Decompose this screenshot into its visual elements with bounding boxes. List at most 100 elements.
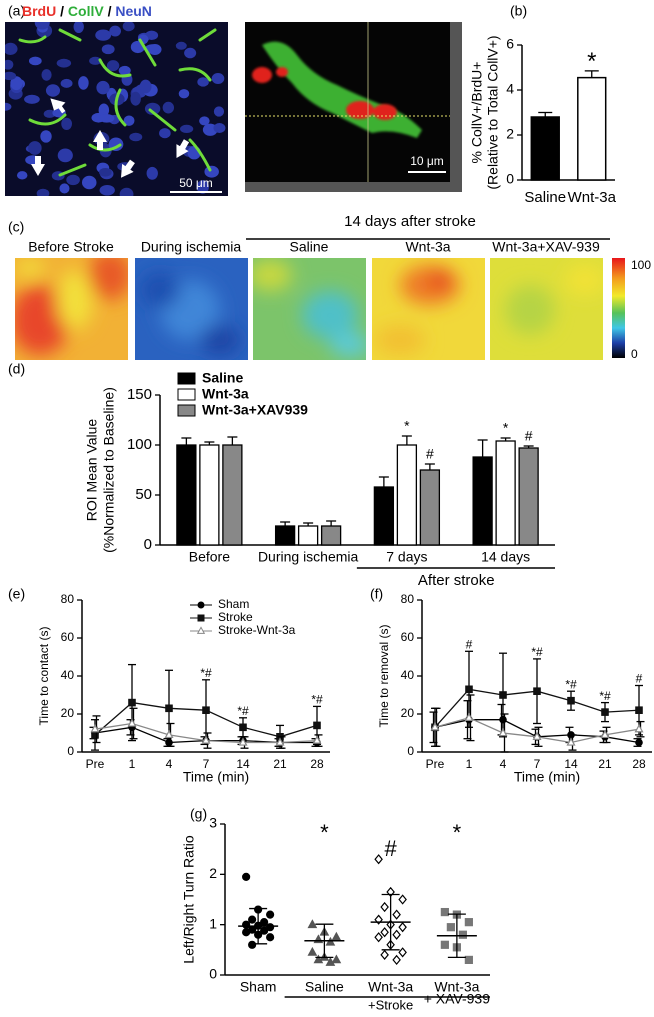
condition-label: Wnt-3a+XAV-939 (492, 239, 600, 255)
colorbar-label: 0 (631, 347, 638, 361)
blob (88, 258, 128, 300)
bar (176, 444, 197, 546)
bar (495, 440, 516, 546)
point (201, 735, 211, 744)
y-axis-label: Left/Right Turn Ratio (181, 835, 197, 964)
nucleus (89, 56, 102, 65)
blob (330, 333, 366, 357)
nucleus (109, 25, 122, 37)
y-tick-label: 3 (209, 815, 217, 831)
legend-label: Stroke (218, 610, 253, 624)
legend-label: Wnt-3a+XAV939 (202, 402, 308, 418)
nucleus (130, 91, 141, 106)
point (499, 691, 507, 699)
point (600, 729, 610, 739)
nucleus (60, 78, 73, 88)
nucleus (211, 73, 225, 85)
cell (252, 67, 272, 83)
bar (396, 444, 418, 546)
heatmap (372, 258, 485, 360)
nucleus (162, 101, 175, 114)
arrow (120, 159, 135, 178)
point (532, 731, 542, 740)
nucleus (28, 56, 42, 66)
nucleus (66, 174, 80, 186)
annotation: * (320, 820, 329, 845)
point (392, 954, 401, 966)
condition-label: Wnt-3a (405, 239, 450, 255)
bar (274, 525, 296, 546)
stain: BrdU (22, 3, 56, 19)
panel-label: (e) (8, 586, 25, 602)
point (634, 724, 644, 733)
y-tick-label: 1 (209, 915, 217, 931)
nucleus (199, 116, 210, 126)
nucleus (118, 65, 131, 76)
blob (302, 291, 358, 339)
cell (276, 67, 288, 77)
point (374, 854, 383, 865)
x-tick-label: 7 (534, 757, 541, 771)
x-tick-label: Wnt-3a (434, 979, 479, 995)
annotation: *# (200, 666, 212, 680)
nucleus (119, 187, 134, 196)
annotation: * (404, 418, 410, 434)
x-tick-label: Saline (305, 979, 344, 995)
group-label: +Stroke (368, 997, 413, 1012)
y-tick-label: 100 (127, 436, 152, 453)
annotation: # (466, 637, 473, 651)
x-tick-label: Pre (86, 757, 105, 771)
legend-swatch (177, 404, 196, 417)
panel-label: (g) (190, 806, 207, 822)
point (248, 915, 257, 924)
nucleus (28, 141, 42, 155)
point (165, 704, 173, 713)
y-tick-label: 4 (506, 81, 514, 97)
blob (57, 270, 93, 330)
y-tick-label: 0 (144, 536, 152, 553)
panel-label: (f) (370, 586, 383, 602)
x-tick-label: 1 (466, 757, 473, 771)
annotation: *# (599, 689, 611, 703)
point (398, 894, 407, 905)
nucleus (56, 58, 72, 68)
x-tick-label: During ischemia (258, 549, 359, 565)
bar (518, 447, 539, 546)
blob (15, 258, 45, 278)
point (331, 954, 342, 964)
x-tick-label: 4 (500, 757, 507, 771)
x-axis-label: Time (min) (514, 769, 580, 785)
nucleus (101, 44, 115, 55)
blob (140, 272, 180, 308)
x-tick-label: 4 (166, 757, 173, 771)
colorbar-label: 100 (631, 258, 651, 272)
y-tick-label: 0 (67, 744, 74, 758)
heatmap (15, 258, 128, 360)
y-tick-label: 150 (127, 386, 152, 403)
nucleus (178, 89, 190, 99)
panel-label: (b) (510, 3, 527, 19)
nucleus (59, 183, 70, 194)
annotation: * (453, 820, 462, 845)
x-axis-label: Time (min) (183, 769, 249, 785)
nucleus (34, 22, 50, 30)
annotation: *# (531, 645, 543, 659)
point (313, 721, 321, 730)
x-tick-label: 14 (236, 757, 250, 771)
nucleus (180, 124, 194, 134)
legend-label: Stroke-Wnt-3a (218, 623, 296, 637)
legend-swatch (177, 372, 196, 385)
nucleus (5, 71, 17, 81)
legend-marker (196, 626, 206, 634)
side-strip (245, 182, 450, 192)
nucleus (106, 60, 120, 72)
arrows (31, 98, 190, 178)
point (380, 949, 389, 961)
blob (253, 259, 292, 291)
point (380, 927, 389, 938)
arrow (93, 130, 107, 150)
point (392, 929, 401, 940)
annotation: *# (237, 704, 249, 718)
legend-label: Sham (218, 597, 249, 611)
point (635, 738, 643, 747)
